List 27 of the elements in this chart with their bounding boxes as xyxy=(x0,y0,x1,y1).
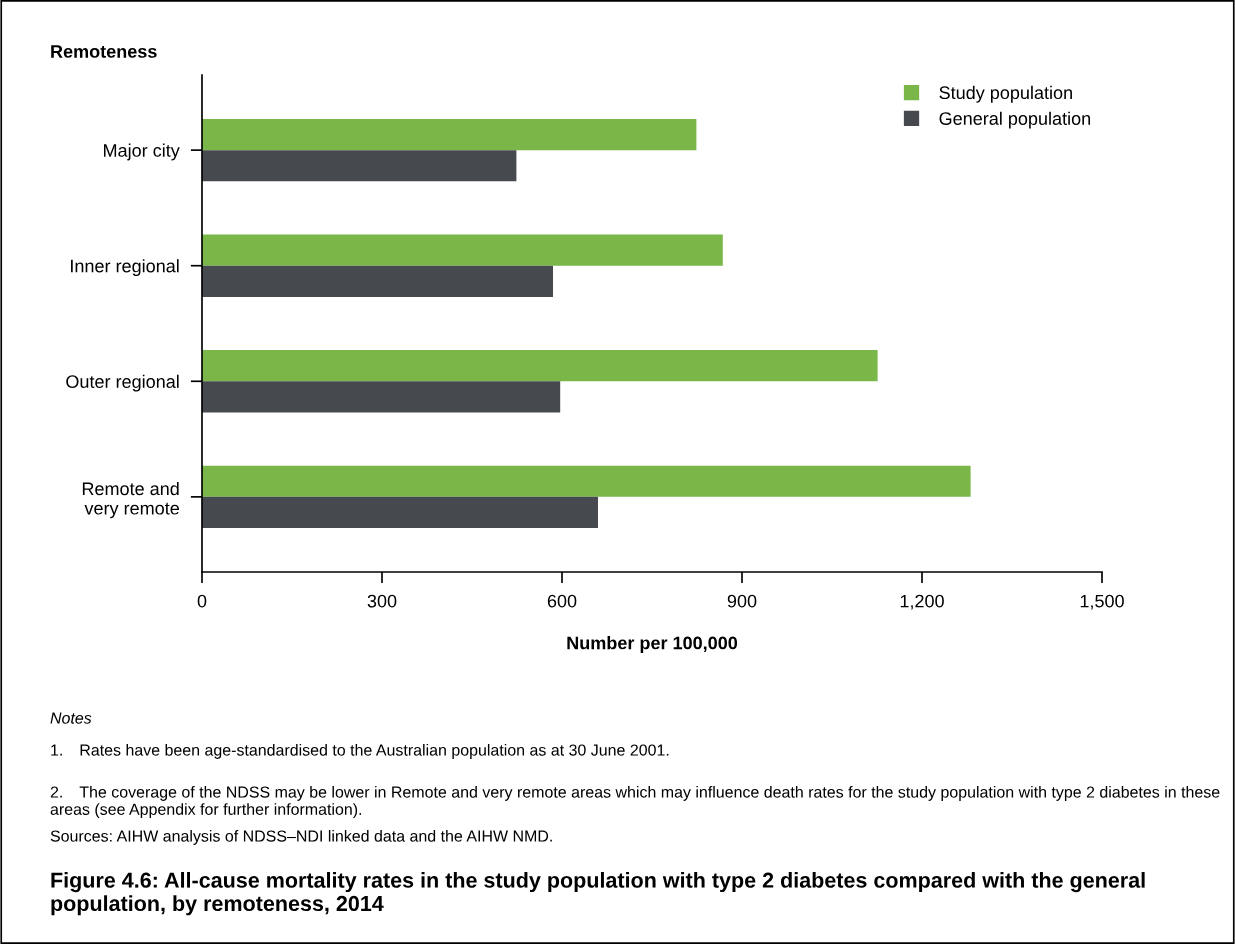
x-tick-label: 0 xyxy=(197,594,207,608)
bar xyxy=(202,350,878,382)
bar xyxy=(202,465,971,497)
y-tick-label: Inner regional xyxy=(71,259,179,276)
text: Notes xyxy=(50,712,92,724)
x-tick-label: 1,500 xyxy=(1080,594,1124,610)
y-tick-label: Outer regional xyxy=(66,374,179,392)
x-tick-label: 600 xyxy=(547,594,577,608)
bar xyxy=(202,234,723,266)
text: Figure 4.6: All-cause mortality rates in the study population with type 2 diabetes compared with the general population, by remoteness, 2014 xyxy=(51,872,1145,916)
x-tick-label: 300 xyxy=(367,594,397,608)
x-axis-title: Number per 100,000 xyxy=(567,636,738,653)
legend-label: General population xyxy=(939,111,1091,129)
y-tick-label: Major city xyxy=(104,143,180,161)
source-note: Sources: AIHW analysis of NDSS–NDI linked data and the AIHW NMD. xyxy=(50,830,552,845)
y-tick-label: Remote and very remote xyxy=(82,481,179,519)
bar xyxy=(202,118,697,151)
x-tick-label: 900 xyxy=(727,594,757,608)
legend-label: Study population xyxy=(939,85,1072,103)
text: 2. The coverage of the NDSS may be lower in Remote and very remote areas which may influence death rates for the study population with type 2 diabetes in these areas (see Appendix for further information). xyxy=(50,786,1220,819)
bar xyxy=(202,265,553,297)
text: 1. Rates have been age-standardised to the Australian population as at 30 June 2001. xyxy=(51,744,669,759)
bar xyxy=(202,381,561,413)
bar xyxy=(202,150,517,182)
x-tick-label: 1,200 xyxy=(900,594,944,610)
y-axis-title: Remoteness xyxy=(51,45,157,58)
bar xyxy=(202,496,598,529)
